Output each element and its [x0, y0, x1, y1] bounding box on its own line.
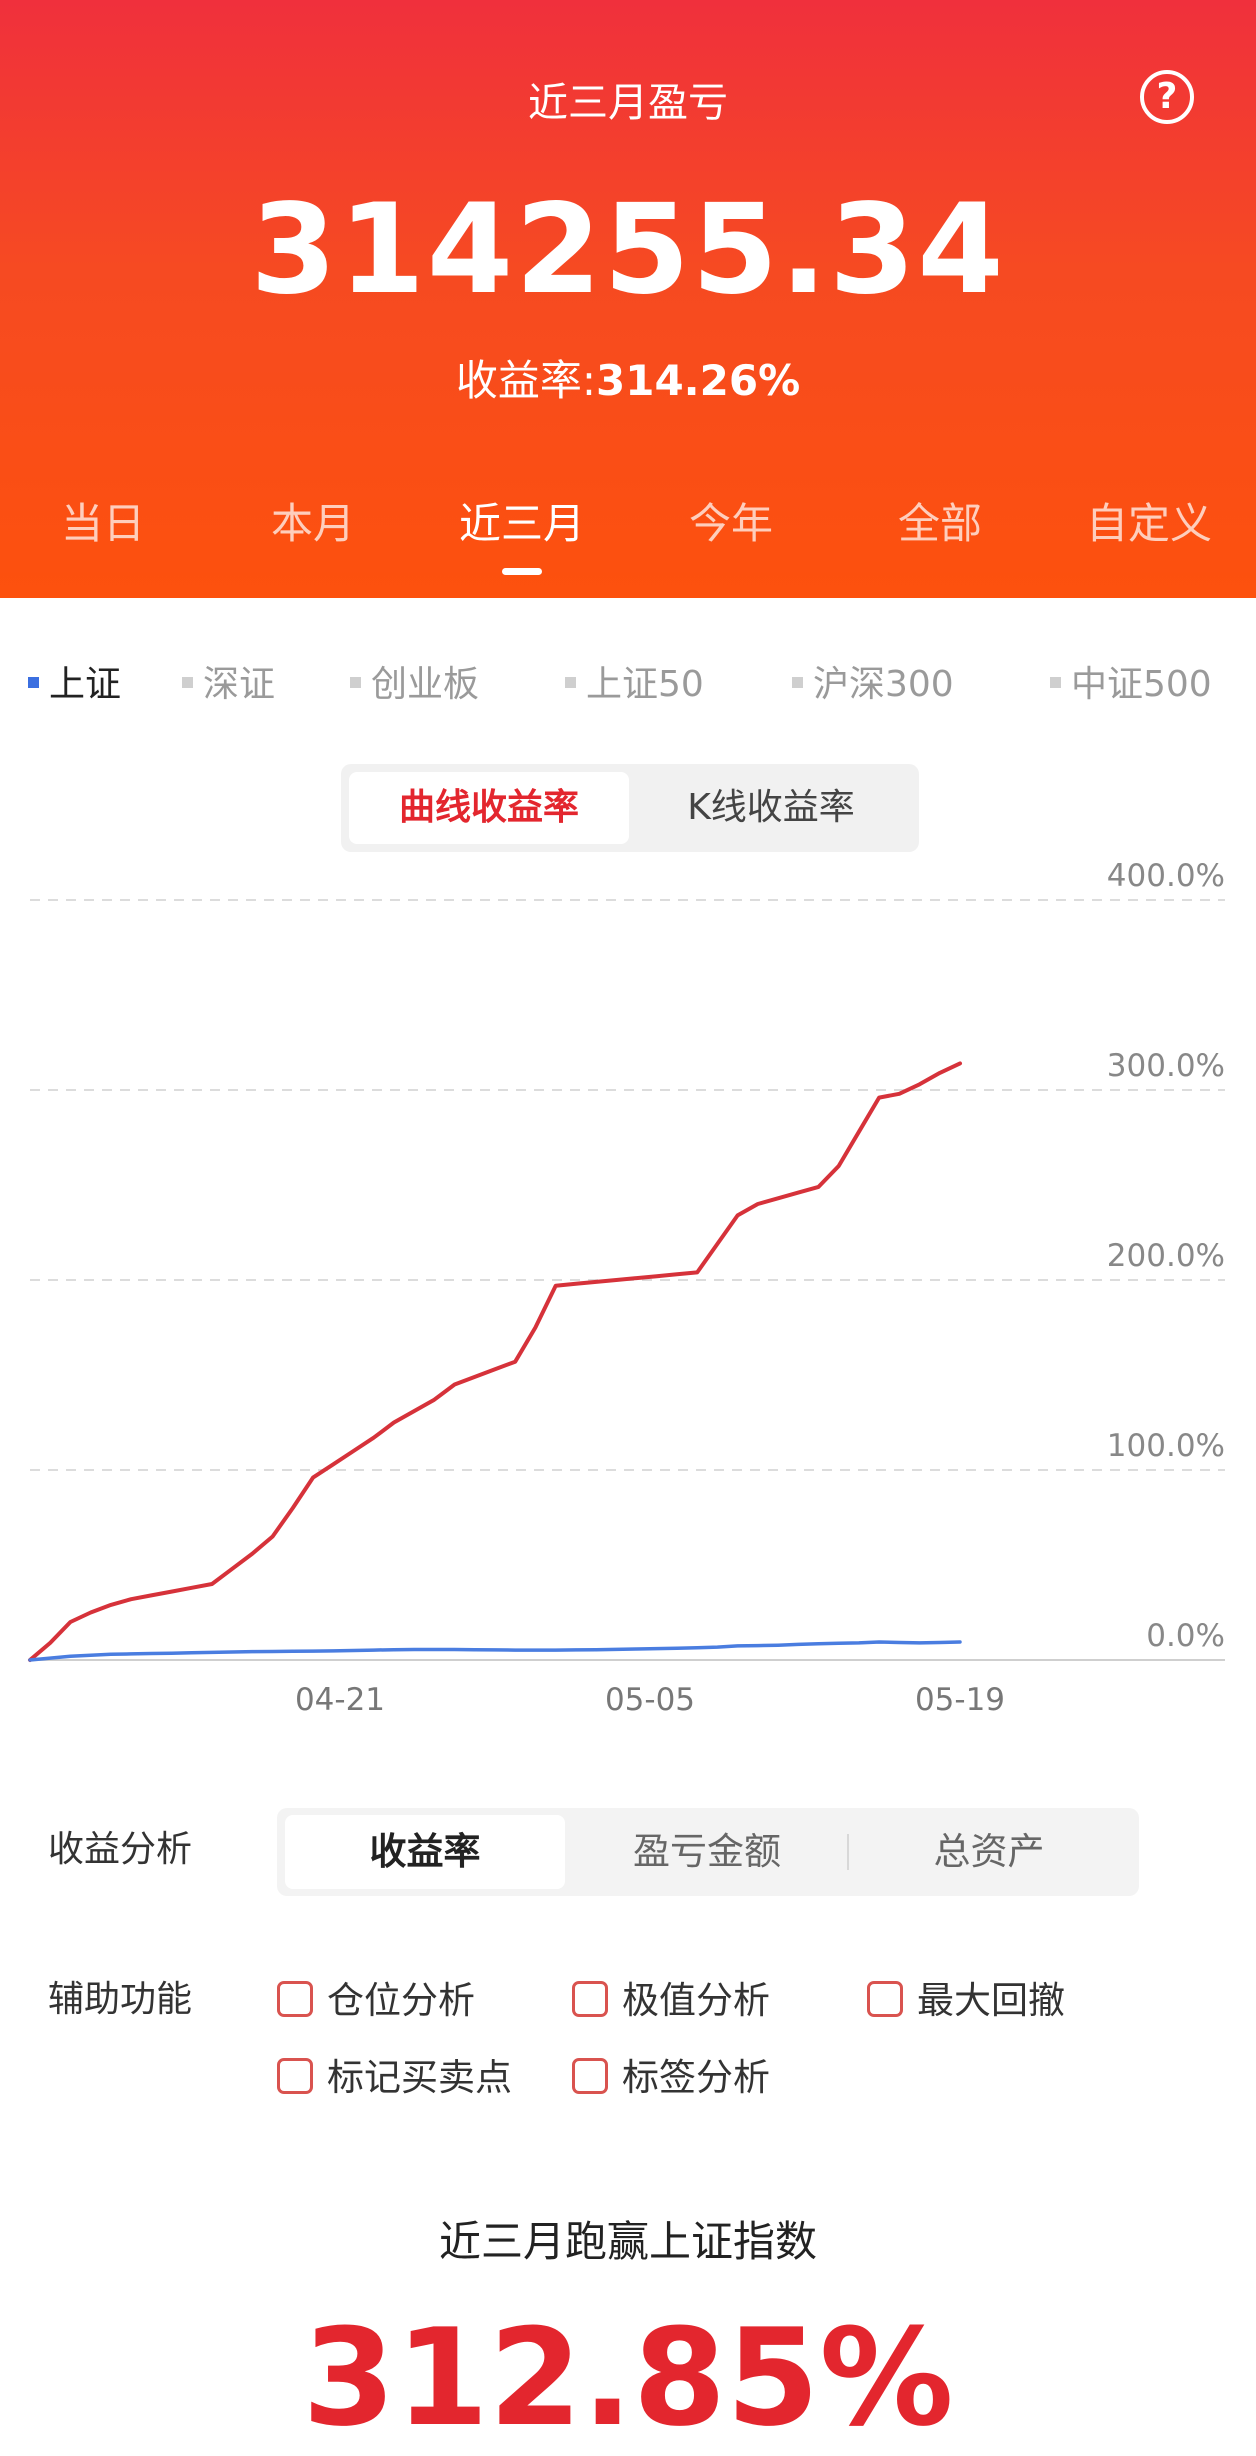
checkbox-icon: [572, 1980, 608, 2017]
checkbox-label: 标记买卖点: [327, 2056, 512, 2099]
legend-dot: [792, 676, 803, 688]
outperform-title: 近三月跑赢上证指数: [438, 2217, 817, 2266]
y-tick-label: 100.0%: [1107, 1428, 1225, 1464]
y-tick-label: 0.0%: [1146, 1618, 1225, 1654]
index-label: 深证: [203, 664, 276, 705]
index-label: 沪深300: [813, 664, 954, 705]
profit-amount: 314255.34: [250, 178, 1006, 322]
analysis-toggle: 收益率 盈亏金额 总资产: [277, 1808, 1139, 1896]
divider: [847, 1834, 849, 1870]
x-tick-label: 05-19: [915, 1682, 1005, 1718]
checkbox-icon: [277, 2057, 313, 2094]
analysis-total-assets-button[interactable]: 总资产: [933, 1830, 1045, 1873]
index-csi300[interactable]: 沪深300: [792, 655, 954, 707]
index-sse50[interactable]: 上证50: [565, 655, 704, 707]
legend-dot: [350, 676, 361, 688]
y-tick-label: 300.0%: [1107, 1048, 1225, 1084]
chart-type-toggle: 曲线收益率 K线收益率: [341, 764, 919, 852]
checkbox-icon: [572, 2057, 608, 2094]
legend-dot: [28, 676, 39, 688]
index-shanghai[interactable]: 上证: [28, 655, 121, 707]
checkbox-icon: [867, 1980, 903, 2017]
period-tabs: 当日 本月 近三月 今年 全部 自定义: [0, 490, 1256, 550]
index-shenzhen[interactable]: 深证: [182, 655, 275, 707]
help-icon[interactable]: ?: [1140, 70, 1194, 124]
page-title: 近三月盈亏: [528, 80, 728, 126]
legend-dot: [565, 676, 576, 688]
analysis-return-rate-button[interactable]: 收益率: [285, 1815, 565, 1889]
checkbox-position-analysis[interactable]: 仓位分析: [277, 1970, 475, 2024]
tab-this-year[interactable]: 今年: [688, 499, 773, 548]
tab-this-month[interactable]: 本月: [270, 499, 355, 548]
index-label: 创业板: [371, 664, 480, 705]
checkbox-max-drawdown[interactable]: 最大回撤: [867, 1970, 1065, 2024]
return-rate-value: 314.26%: [596, 356, 801, 405]
tab-custom[interactable]: 自定义: [1085, 499, 1212, 548]
index-label: 中证500: [1071, 664, 1212, 705]
index-label: 上证50: [586, 664, 704, 705]
tab-last-three-months[interactable]: 近三月: [458, 499, 585, 548]
checkbox-label: 仓位分析: [327, 1979, 475, 2022]
checkbox-label: 标签分析: [622, 2056, 770, 2099]
x-tick-label: 04-21: [295, 1682, 385, 1718]
tab-today[interactable]: 当日: [60, 499, 145, 548]
aux-label: 辅助功能: [48, 1979, 193, 2020]
index-filter-bar: 上证 深证 创业板 上证50 沪深300 中证500: [0, 655, 1256, 705]
outperform-value: 312.85%: [302, 2300, 954, 2456]
return-line-chart: 0.0% 100.0% 200.0% 300.0% 400.0% 04-21 05-05 05…: [28, 858, 1225, 1718]
checkbox-extreme-analysis[interactable]: 极值分析: [572, 1970, 770, 2024]
summary-header: 近三月盈亏 ? 314255.34 收益率:314.26% 当日 本月 近三月 …: [0, 0, 1256, 598]
return-rate-label: 收益率:: [455, 356, 596, 405]
legend-dot: [1050, 676, 1061, 688]
analysis-label: 收益分析: [48, 1829, 193, 1870]
legend-dot: [182, 676, 193, 688]
index-csi500[interactable]: 中证500: [1050, 655, 1212, 707]
y-tick-label: 200.0%: [1107, 1238, 1225, 1274]
analysis-profit-amount-button[interactable]: 盈亏金额: [633, 1830, 781, 1873]
index-label: 上证: [49, 664, 122, 705]
index-chinext[interactable]: 创业板: [350, 655, 479, 707]
checkbox-tag-analysis[interactable]: 标签分析: [572, 2047, 770, 2101]
portfolio-return-line: [28, 1061, 962, 1662]
return-rate: 收益率:314.26%: [0, 347, 1256, 408]
curve-return-button[interactable]: 曲线收益率: [349, 772, 629, 844]
checkbox-label: 最大回撤: [917, 1979, 1065, 2022]
checkbox-icon: [277, 1980, 313, 2017]
tab-all[interactable]: 全部: [897, 499, 982, 548]
checkbox-label: 极值分析: [622, 1979, 770, 2022]
checkbox-mark-trades[interactable]: 标记买卖点: [277, 2047, 512, 2101]
y-tick-label: 400.0%: [1107, 858, 1225, 894]
x-tick-label: 05-05: [605, 1682, 695, 1718]
kline-return-button[interactable]: K线收益率: [687, 787, 855, 828]
active-tab-indicator: [502, 568, 542, 575]
index-return-line: [28, 1640, 962, 1662]
